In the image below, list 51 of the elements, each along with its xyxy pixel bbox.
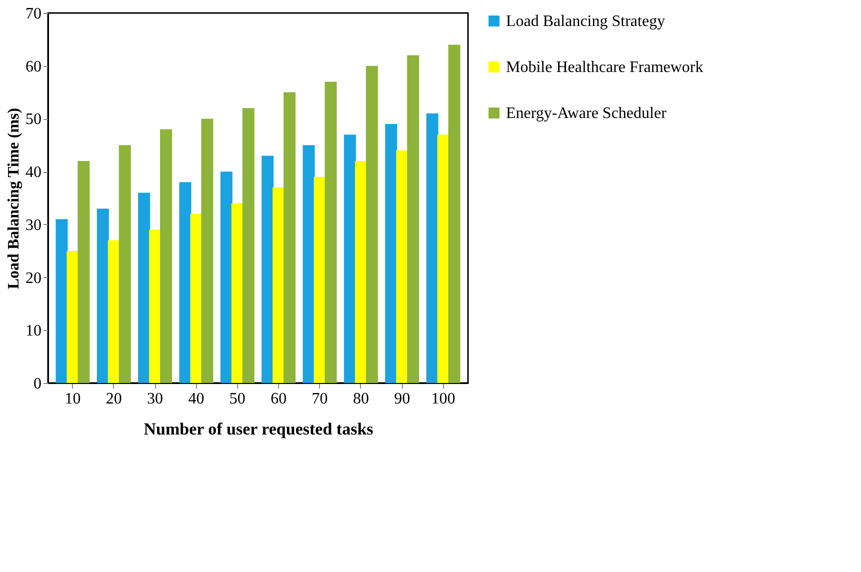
- y-tick-label: 30: [26, 216, 42, 234]
- bar: [201, 118, 214, 383]
- bar: [448, 44, 460, 383]
- bar: [262, 156, 274, 383]
- bar: [272, 187, 285, 383]
- y-tick-label: 50: [26, 111, 42, 128]
- x-axis-title: Number of user requested tasks: [144, 420, 374, 438]
- bar: [354, 161, 367, 383]
- bar: [190, 214, 202, 383]
- bar: [118, 145, 131, 383]
- legend-label: Energy-Aware Scheduler: [506, 105, 668, 122]
- bar: [396, 150, 408, 383]
- x-tick-label: 20: [106, 390, 122, 408]
- x-tick-label: 30: [147, 390, 164, 408]
- x-tick-label: 60: [270, 390, 287, 408]
- x-tick-label: 70: [312, 390, 328, 408]
- bar: [385, 124, 398, 383]
- y-axis-title: Load Balancing Time (ms): [6, 108, 22, 290]
- x-tick-label: 40: [188, 390, 204, 408]
- bar: [284, 92, 296, 383]
- bar: [56, 219, 68, 383]
- bar: [426, 113, 438, 383]
- bar: [78, 161, 90, 383]
- y-tick-label: 20: [26, 270, 42, 287]
- bar: [149, 230, 162, 383]
- x-tick-label: 90: [394, 390, 410, 408]
- x-tick-label: 80: [352, 390, 369, 408]
- y-tick-label: 0: [34, 376, 42, 392]
- bar: [437, 134, 450, 383]
- bar: [366, 66, 378, 383]
- x-tick-label: 50: [229, 390, 246, 408]
- x-tick-label: 10: [64, 390, 81, 408]
- bar: [344, 134, 356, 383]
- bar: [242, 108, 254, 383]
- bar: [108, 240, 120, 383]
- bar: [302, 145, 315, 383]
- bar: [407, 55, 420, 383]
- y-tick-label: 70: [26, 6, 42, 22]
- y-tick-label: 60: [26, 58, 42, 76]
- bar: [220, 172, 232, 383]
- legend-label: Mobile Healthcare Framework: [506, 59, 704, 76]
- bar: [66, 250, 79, 383]
- bar: [160, 129, 172, 383]
- bar: [138, 192, 150, 383]
- bar: [324, 82, 337, 383]
- bar: [96, 208, 109, 383]
- y-tick-label: 10: [26, 322, 42, 340]
- legend-label: Load Balancing Strategy: [506, 13, 666, 30]
- bar: [231, 203, 244, 383]
- y-tick-label: 40: [26, 164, 42, 182]
- x-tick-label: 100: [431, 390, 456, 408]
